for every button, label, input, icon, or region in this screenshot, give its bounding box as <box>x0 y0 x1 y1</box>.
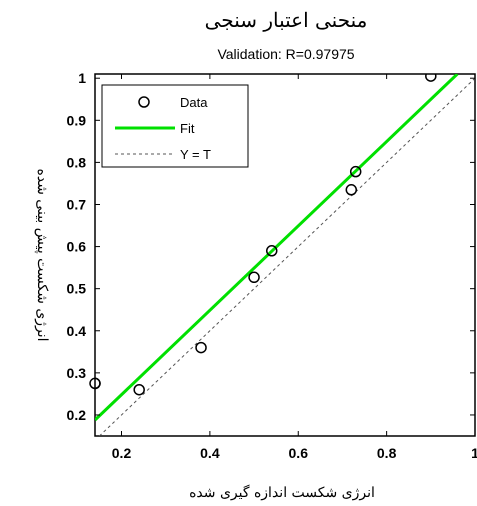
data-point <box>345 184 358 196</box>
y-tick-label: 0.9 <box>67 112 87 128</box>
x-tick-label: 0.6 <box>289 445 309 461</box>
data-point <box>349 165 362 178</box>
data-point <box>248 271 260 284</box>
data-point-edge <box>89 377 101 390</box>
x-tick-label: 0.4 <box>200 445 220 461</box>
tick-layer: 0.2 0.4 0.6 0.8 1 0.2 0.3 0.4 0.5 0.6 0.7 0.8 0.9 1 <box>67 70 477 461</box>
y-tick-label: 0.3 <box>67 365 87 381</box>
y-tick-label: 1 <box>78 70 86 86</box>
legend-data-marker <box>138 96 150 108</box>
y-axis-label: انرژی شکست پیش بینی شده <box>34 168 50 341</box>
y-tick-label: 0.2 <box>67 407 87 423</box>
legend-fit-label: Fit <box>180 121 195 136</box>
data-point <box>265 245 278 257</box>
chart-subtitle: Validation: R=0.97975 <box>217 46 354 62</box>
y-tick-label: 0.7 <box>67 196 87 212</box>
legend-data-label: Data <box>180 95 208 110</box>
data-point <box>133 383 145 396</box>
x-tick-label: 0.2 <box>112 445 132 461</box>
series-layer <box>89 74 475 436</box>
legend-yt-label: Y = T <box>180 147 211 162</box>
fit-line <box>95 74 459 422</box>
y-tick-label: 0.5 <box>67 281 87 297</box>
y-tick-label: 0.6 <box>67 239 87 255</box>
x-tick-label: 0.8 <box>377 445 397 461</box>
data-point <box>195 341 207 354</box>
y-tick-label: 0.4 <box>67 323 87 339</box>
legend-box <box>101 84 249 168</box>
x-tick-label: 1 <box>471 445 477 461</box>
data-point <box>425 74 437 82</box>
legend: Data Fit Y = T <box>101 84 249 168</box>
chart-title: منحنی اعتبار سنجی <box>205 8 368 32</box>
y-tick-label: 0.8 <box>67 154 87 170</box>
x-axis-label: انرژی شکست اندازه گیری شده <box>189 484 375 501</box>
